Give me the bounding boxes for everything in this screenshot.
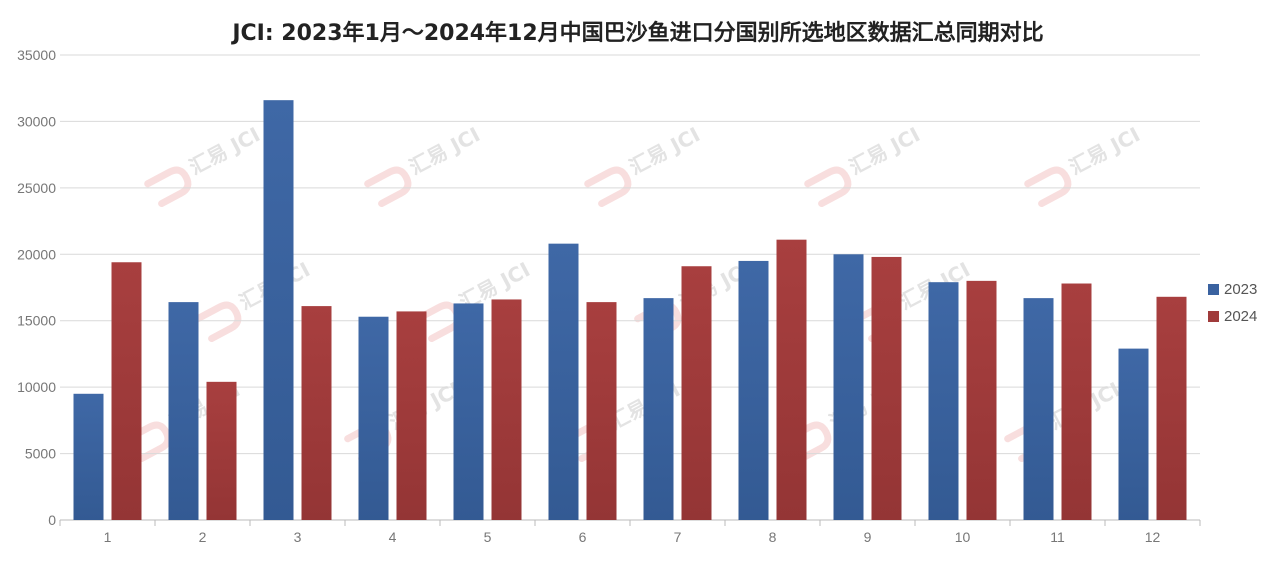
chart-title: JCI: 2023年1月～2024年12月中国巴沙鱼进口分国别所选地区数据汇总同… bbox=[230, 20, 1043, 46]
y-axis: 0 5000 10000 15000 20000 25000 30000 35000 bbox=[17, 47, 56, 528]
watermark: 汇易 JCI bbox=[194, 257, 314, 343]
bar-2024-7 bbox=[681, 266, 712, 520]
bar-2024-5 bbox=[491, 299, 522, 520]
bar-2024-2 bbox=[206, 381, 237, 520]
x-tick-label: 5 bbox=[484, 529, 492, 545]
legend-label-2024: 2024 bbox=[1224, 308, 1257, 325]
watermark-text: 汇易 JCI bbox=[405, 122, 484, 179]
y-tick-label: 10000 bbox=[17, 379, 56, 395]
bar-2023-5 bbox=[453, 303, 484, 520]
bar-2023-7 bbox=[643, 298, 674, 520]
bars bbox=[73, 100, 1187, 521]
bar-2023-2 bbox=[168, 302, 199, 520]
y-tick-label: 30000 bbox=[17, 113, 56, 129]
y-tick-label: 20000 bbox=[17, 246, 56, 262]
x-tick-label: 11 bbox=[1050, 529, 1065, 545]
bar-2023-11 bbox=[1023, 298, 1054, 520]
y-tick-label: 35000 bbox=[17, 47, 56, 63]
watermark-text: 汇易 JCI bbox=[625, 122, 704, 179]
watermark-text: 汇易 JCI bbox=[845, 122, 924, 179]
bar-2023-1 bbox=[73, 393, 104, 520]
x-tick-label: 4 bbox=[389, 529, 397, 545]
bar-2024-11 bbox=[1061, 283, 1092, 520]
bar-2023-3 bbox=[263, 100, 294, 521]
bar-2024-12 bbox=[1156, 296, 1187, 520]
watermark: 汇易 JCI bbox=[144, 122, 264, 208]
watermark-text: 汇易 JCI bbox=[1065, 122, 1144, 179]
bar-2024-3 bbox=[301, 306, 332, 520]
x-tick-label: 7 bbox=[674, 529, 682, 545]
watermark: 汇易 JCI bbox=[1024, 122, 1144, 208]
x-tick-label: 9 bbox=[864, 529, 872, 545]
watermark-text: 汇易 JCI bbox=[185, 122, 264, 179]
bar-2024-8 bbox=[776, 239, 807, 520]
watermark: 汇易 JCI bbox=[804, 122, 924, 208]
x-tick-label: 12 bbox=[1145, 529, 1161, 545]
y-tick-label: 15000 bbox=[17, 313, 56, 329]
bar-2024-10 bbox=[966, 280, 997, 520]
watermark: 汇易 JCI bbox=[584, 122, 704, 208]
bar-2023-4 bbox=[358, 316, 389, 520]
legend: 2023 2024 bbox=[1208, 281, 1257, 325]
bar-2023-6 bbox=[548, 243, 579, 520]
x-tick-label: 10 bbox=[955, 529, 971, 545]
y-tick-label: 5000 bbox=[25, 446, 56, 462]
y-tick-label: 25000 bbox=[17, 180, 56, 196]
legend-swatch-2024 bbox=[1208, 311, 1219, 322]
bar-2024-9 bbox=[871, 256, 902, 520]
x-tick-label: 1 bbox=[104, 529, 112, 545]
bar-2024-6 bbox=[586, 302, 617, 520]
x-axis: 1 2 3 4 5 6 7 8 9 10 11 12 bbox=[59, 520, 1201, 545]
x-tick-label: 6 bbox=[579, 529, 587, 545]
bar-2023-10 bbox=[928, 282, 959, 520]
bar-2024-4 bbox=[396, 311, 427, 520]
y-tick-label: 0 bbox=[48, 512, 56, 528]
x-tick-label: 2 bbox=[199, 529, 207, 545]
bar-2023-8 bbox=[738, 260, 769, 520]
x-tick-label: 8 bbox=[769, 529, 777, 545]
bar-2024-1 bbox=[111, 262, 142, 520]
x-tick-label: 3 bbox=[294, 529, 302, 545]
bar-2023-12 bbox=[1118, 348, 1149, 520]
legend-swatch-2023 bbox=[1208, 284, 1219, 295]
legend-label-2023: 2023 bbox=[1224, 281, 1257, 298]
bar-2023-9 bbox=[833, 254, 864, 521]
watermark: 汇易 JCI bbox=[364, 122, 484, 208]
